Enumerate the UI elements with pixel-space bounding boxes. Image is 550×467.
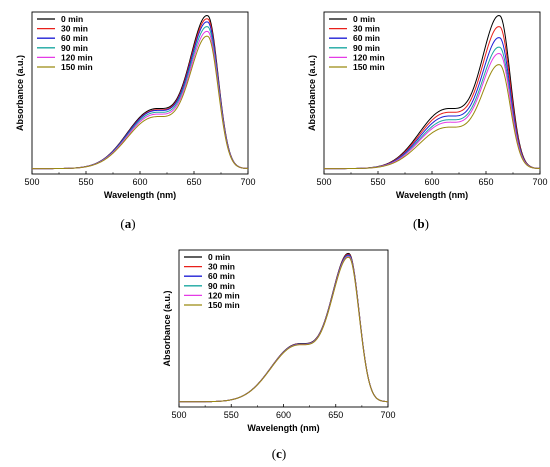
legend-entry: 0 min bbox=[61, 14, 83, 24]
x-tick-label: 650 bbox=[186, 177, 201, 187]
legend-entry: 150 min bbox=[208, 300, 240, 310]
chart-panel-b: 500 550 600 650 700 Wavelength (nm) Absorbance… bbox=[307, 11, 548, 231]
legend-entry: 150 min bbox=[353, 62, 385, 72]
y-axis-label: Absorbance (a.u.) bbox=[307, 55, 317, 131]
series-line-150-min bbox=[324, 64, 541, 170]
legend-entry: 30 min bbox=[61, 24, 88, 34]
x-tick-label: 500 bbox=[316, 177, 331, 187]
x-tick-label: 600 bbox=[424, 177, 439, 187]
x-tick-label: 700 bbox=[380, 410, 395, 420]
x-tick-label: 550 bbox=[224, 410, 239, 420]
x-tick-label: 700 bbox=[532, 177, 547, 187]
x-axis-label: Wavelength (nm) bbox=[396, 190, 468, 200]
legend-entry: 30 min bbox=[353, 24, 380, 34]
y-axis-label: Absorbance (a.u.) bbox=[162, 290, 172, 366]
x-tick-label: 500 bbox=[24, 177, 39, 187]
series-line-150-min bbox=[32, 35, 249, 170]
chart-panel-a: 500 550 600 650 700 Wavelength (nm) Absorbance… bbox=[15, 11, 256, 231]
x-tick-label: 650 bbox=[478, 177, 493, 187]
legend-entry: 0 min bbox=[208, 252, 230, 262]
x-tick-label: 650 bbox=[328, 410, 343, 420]
x-axis-label: Wavelength (nm) bbox=[104, 190, 176, 200]
legend-entry: 150 min bbox=[61, 62, 93, 72]
x-tick-label: 600 bbox=[276, 410, 291, 420]
legend-entry: 0 min bbox=[353, 14, 375, 24]
x-tick-label: 700 bbox=[240, 177, 255, 187]
legend-entry: 120 min bbox=[61, 52, 93, 62]
legend-entry: 90 min bbox=[208, 281, 235, 291]
y-axis-label: Absorbance (a.u.) bbox=[15, 55, 25, 131]
legend-entry: 30 min bbox=[208, 262, 235, 272]
legend-entry: 90 min bbox=[353, 43, 380, 53]
legend-entry: 120 min bbox=[353, 52, 385, 62]
x-axis-label: Wavelength (nm) bbox=[247, 423, 319, 433]
panel-caption: (a) bbox=[120, 216, 135, 231]
series-line-150-min bbox=[179, 256, 389, 403]
panel-caption: (b) bbox=[413, 216, 429, 231]
legend-entry: 90 min bbox=[61, 43, 88, 53]
chart-panel-c: 500 550 600 650 700 Wavelength (nm) Absorbance… bbox=[162, 249, 396, 461]
x-tick-label: 550 bbox=[78, 177, 93, 187]
legend-entry: 60 min bbox=[61, 33, 88, 43]
x-tick-label: 550 bbox=[370, 177, 385, 187]
legend-entry: 120 min bbox=[208, 290, 240, 300]
x-tick-label: 600 bbox=[132, 177, 147, 187]
legend-entry: 60 min bbox=[208, 271, 235, 281]
x-tick-label: 500 bbox=[171, 410, 186, 420]
legend-entry: 60 min bbox=[353, 33, 380, 43]
panel-caption: (c) bbox=[272, 446, 286, 461]
